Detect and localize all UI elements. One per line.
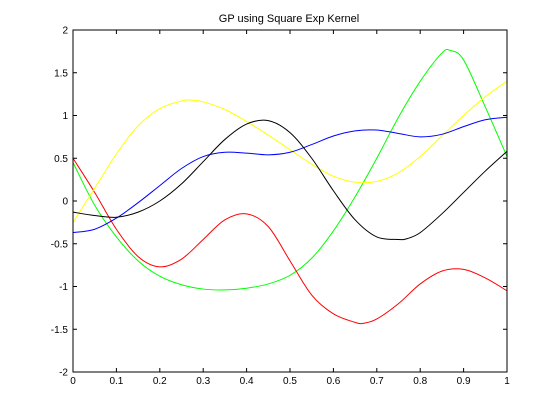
series-line-1 (72, 48, 508, 291)
y-tick-label: -1.5 (51, 325, 69, 336)
x-tick-label: 1 (504, 376, 510, 387)
x-tick-label: 0.7 (370, 376, 384, 387)
y-tick-label: 0.5 (54, 154, 68, 165)
y-tick-label: 2 (62, 26, 68, 37)
x-tick-label: 0.3 (196, 376, 210, 387)
series-line-5 (72, 119, 508, 241)
y-tick-label: 1 (62, 111, 68, 122)
x-tick-label: 0 (70, 376, 76, 387)
y-tick-label: 0 (62, 197, 68, 208)
x-tick-label: 0.4 (240, 376, 254, 387)
axis-layer: 0 0.1 0.2 0.3 0.4 0.5 0.6 0.7 0.8 0.9 1 -2 -1.5 -1 -0.… (51, 26, 510, 388)
x-tick-label: 0.2 (153, 376, 167, 387)
y-tick-label: -2 (59, 368, 68, 379)
x-tick-label: 0.8 (413, 376, 427, 387)
y-tick-label: -1 (59, 282, 68, 293)
x-tick-label: 0.6 (326, 376, 340, 387)
x-tick-label: 0.1 (109, 376, 123, 387)
plot-area-frame (72, 29, 508, 373)
series-line-2 (72, 157, 508, 325)
x-tick-label: 0.5 (283, 376, 297, 387)
series-line-4 (72, 116, 508, 234)
y-tick-label: 1.5 (54, 68, 68, 79)
x-tick-label: 0.9 (457, 376, 471, 387)
series-layer (72, 48, 508, 325)
series-line-3 (72, 80, 508, 223)
chart-title: GP using Square Exp Kernel (219, 13, 359, 25)
y-tick-label: -0.5 (51, 239, 69, 250)
